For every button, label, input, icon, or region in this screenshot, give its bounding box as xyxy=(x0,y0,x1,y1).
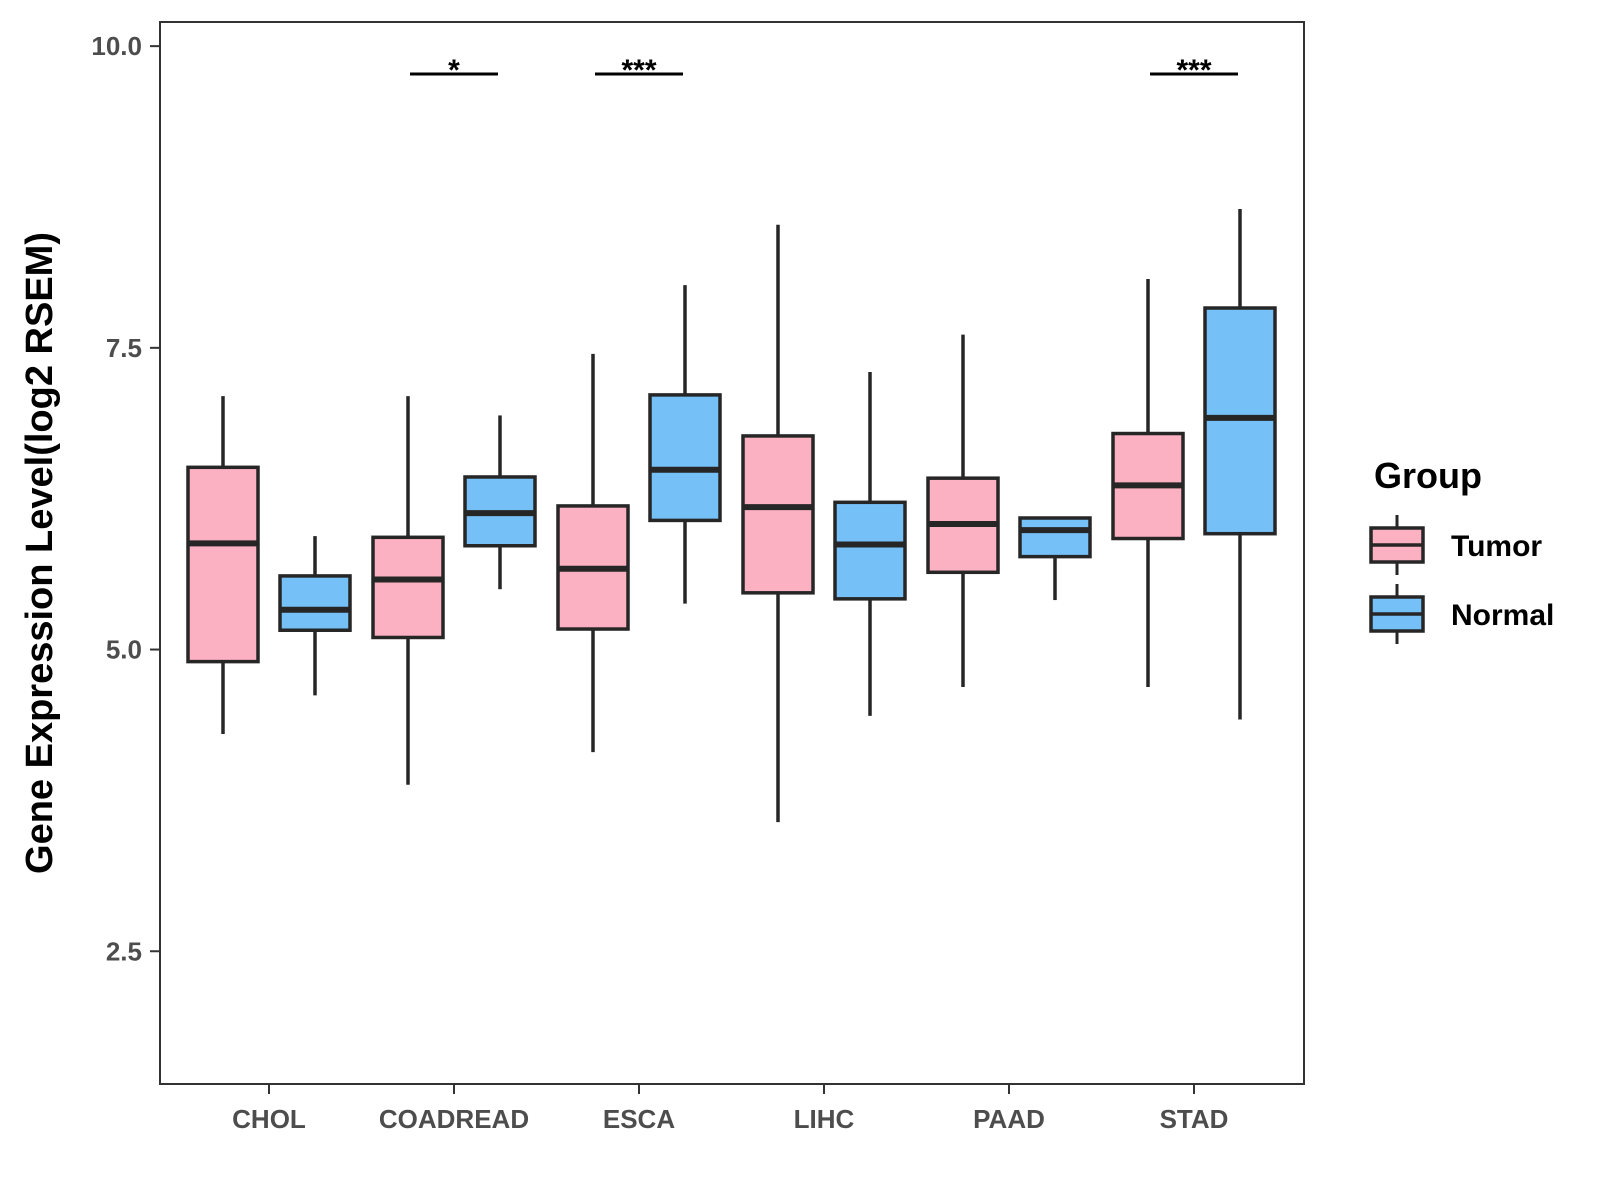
x-tick-label: COADREAD xyxy=(379,1104,529,1134)
significance-stad: *** xyxy=(1150,54,1238,87)
box-tumor-paad xyxy=(926,334,1000,687)
y-tick-label: 10.0 xyxy=(91,31,142,61)
legend-title: Group xyxy=(1374,455,1482,496)
legend: Group Tumor Normal xyxy=(1369,455,1554,644)
legend-label: Tumor xyxy=(1451,530,1542,563)
y-tick-label: 7.5 xyxy=(106,333,142,363)
legend-entry-tumor: Tumor xyxy=(1369,515,1542,575)
significance-label: *** xyxy=(621,54,656,87)
box-body xyxy=(371,535,445,640)
x-tick-label: STAD xyxy=(1160,1104,1229,1134)
plot-panel xyxy=(159,21,1305,1085)
box-body xyxy=(648,393,722,523)
box-tumor-esca xyxy=(556,353,630,753)
significance-annotations: * *** *** xyxy=(410,54,1238,87)
significance-coadread: * xyxy=(410,54,498,87)
box-body xyxy=(833,500,907,601)
box-tumor-coadread xyxy=(371,396,445,785)
box-normal-esca xyxy=(648,285,722,604)
box-tumor-lihc xyxy=(741,224,815,823)
box-tumor-chol xyxy=(186,396,260,735)
x-tick-label: ESCA xyxy=(603,1104,675,1134)
box-normal-coadread xyxy=(463,415,537,590)
legend-entry-normal: Normal xyxy=(1369,584,1554,644)
box-normal-stad xyxy=(1203,209,1277,720)
box-normal-lihc xyxy=(833,371,907,716)
box-normal-chol xyxy=(278,536,352,696)
box-series xyxy=(186,209,1277,823)
y-tick-label: 2.5 xyxy=(106,936,142,966)
x-tick-label: CHOL xyxy=(232,1104,306,1134)
y-axis-title: Gene Expression Level(log2 RSEM) xyxy=(19,232,61,874)
box-normal-paad xyxy=(1018,516,1092,601)
box-body xyxy=(186,465,260,664)
x-axis: CHOL COADREAD ESCA LIHC PAAD STAD xyxy=(232,1084,1228,1134)
y-axis: 2.5 5.0 7.5 10.0 xyxy=(91,31,160,966)
y-tick-label: 5.0 xyxy=(106,635,142,665)
significance-label: * xyxy=(448,54,460,87)
x-tick-label: LIHC xyxy=(794,1104,855,1134)
box-body xyxy=(1203,306,1277,536)
box-body xyxy=(741,434,815,595)
significance-label: *** xyxy=(1176,54,1211,87)
significance-esca: *** xyxy=(595,54,683,87)
legend-label: Normal xyxy=(1451,599,1554,632)
box-body xyxy=(1018,516,1092,559)
box-tumor-stad xyxy=(1111,279,1185,687)
box-body xyxy=(278,574,352,632)
x-tick-label: PAAD xyxy=(973,1104,1045,1134)
